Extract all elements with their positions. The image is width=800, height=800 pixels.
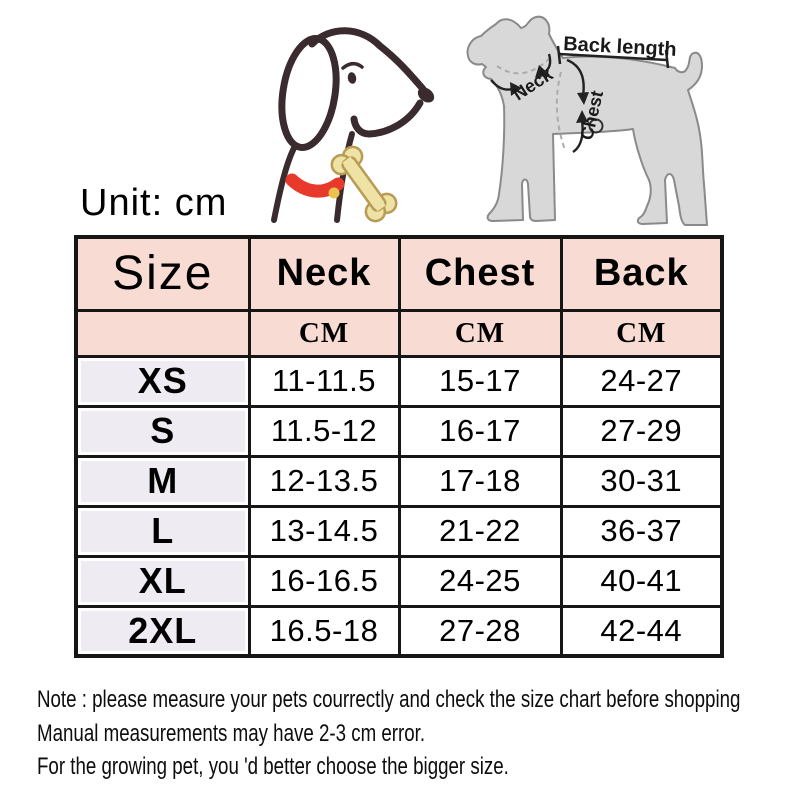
- neck-value: 11-11.5: [247, 354, 401, 408]
- table-row-m: M 12-13.5 17-18 30-31: [74, 454, 724, 508]
- note-line: Manual measurements may have 2-3 cm erro…: [37, 719, 426, 747]
- table-row-s: S 11.5-12 16-17 27-29: [74, 404, 724, 458]
- chest-value: 15-17: [397, 354, 563, 408]
- header-neck: Neck: [247, 235, 401, 312]
- note-line: For the growing pet, you 'd better choos…: [37, 753, 509, 780]
- chest-value: 21-22: [397, 504, 563, 558]
- table-header-row: Size Neck Chest Back: [74, 235, 724, 312]
- eyebrow: [341, 62, 364, 70]
- back-value: 24-27: [559, 354, 724, 408]
- table-row-xs: XS 11-11.5 15-17 24-27: [74, 354, 724, 408]
- size-cell: XS: [74, 354, 251, 408]
- chest-value: 16-17: [397, 404, 563, 458]
- chest-value: 17-18: [397, 454, 563, 508]
- back-value: 36-37: [559, 504, 724, 558]
- back-value: 40-41: [559, 554, 724, 608]
- neck-value: 13-14.5: [247, 504, 401, 558]
- chest-value: 24-25: [397, 554, 563, 608]
- notes-block: Note : please measure your pets courrect…: [37, 683, 740, 784]
- size-cell: XL: [74, 554, 251, 608]
- back-length-line: [558, 52, 668, 62]
- measure-loop: [588, 118, 604, 134]
- unit-cell-cm: CM: [559, 308, 724, 358]
- chest-dashed-line: [555, 71, 566, 151]
- size-cell: 2XL: [74, 604, 251, 658]
- neck-value: 16.5-18: [247, 604, 401, 658]
- neck-dashed-line: [496, 57, 551, 75]
- unit-cell-cm: CM: [247, 308, 401, 358]
- neck-value: 12-13.5: [247, 454, 401, 508]
- bone-icon: [330, 145, 398, 223]
- header-back: Back: [559, 235, 724, 312]
- header-chest: Chest: [397, 235, 563, 312]
- collar-tag: [328, 187, 340, 199]
- table-row-2xl: 2XL 16.5-18 27-28 42-44: [74, 604, 724, 658]
- unit-cell-blank: [74, 308, 251, 358]
- unit-row: CM CM CM: [74, 308, 724, 358]
- size-cell: M: [74, 454, 251, 508]
- measurement-diagram: Back length Neck Chest: [466, 15, 708, 226]
- back-value: 27-29: [559, 404, 724, 458]
- size-cell: L: [74, 504, 251, 558]
- unit-label: Unit: cm: [80, 182, 228, 224]
- neck-value: 11.5-12: [247, 404, 401, 458]
- chest-value: 27-28: [397, 604, 563, 658]
- table-row-xl: XL 16-16.5 24-25 40-41: [74, 554, 724, 608]
- size-cell: S: [74, 404, 251, 458]
- collar: [285, 173, 345, 198]
- back-value: 42-44: [559, 604, 724, 658]
- back-value: 30-31: [559, 454, 724, 508]
- size-table: Size Neck Chest Back CM CM CM XS 11-11.5…: [74, 235, 724, 658]
- cartoon-dog-illustration: [271, 27, 435, 223]
- note-line: Note : please measure your pets courrect…: [37, 686, 741, 713]
- neck-value: 16-16.5: [247, 554, 401, 608]
- eye: [347, 72, 357, 84]
- unit-cell-cm: CM: [397, 308, 563, 358]
- table-row-l: L 13-14.5 21-22 36-37: [74, 504, 724, 558]
- header-size: Size: [74, 235, 251, 312]
